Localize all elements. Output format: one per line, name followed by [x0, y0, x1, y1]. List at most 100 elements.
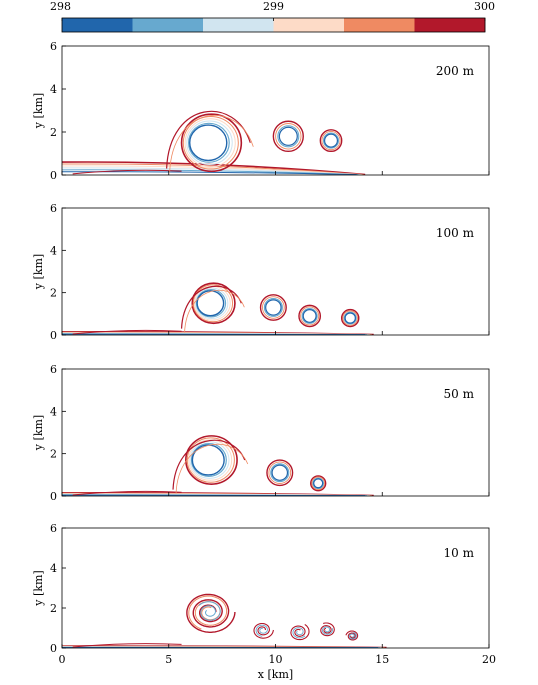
- isotherm-contour: [188, 595, 228, 630]
- isotherm-contour: [180, 113, 243, 173]
- panel-10m: 0 2 4 6 0 5 10 15 20 y [km] x [km] 10 m: [32, 522, 496, 681]
- y-axis-label: y [km]: [32, 254, 45, 290]
- isotherm-contour: [301, 307, 318, 324]
- isotherm-contour: [62, 165, 362, 175]
- x-axis-label: x [km]: [258, 668, 293, 681]
- colorbar-segment: [273, 18, 345, 32]
- isotherm-contour: [192, 284, 234, 323]
- y-tick-label: 0: [50, 490, 57, 503]
- x-tick-label: 5: [165, 653, 172, 666]
- isotherm-contour: [319, 129, 343, 153]
- contour-field: [62, 435, 374, 496]
- isotherm-contour: [72, 490, 182, 496]
- y-tick-label: 4: [50, 562, 57, 575]
- contour-field: [62, 282, 374, 335]
- isotherm-contour: [292, 627, 306, 639]
- isotherm-contour: [320, 622, 335, 637]
- isotherm-contour: [345, 630, 359, 641]
- y-tick-label: 6: [50, 522, 57, 535]
- isotherm-contour: [344, 312, 356, 324]
- isotherm-contour: [184, 118, 236, 168]
- plot-frame: [61, 45, 490, 176]
- isotherm-contour: [298, 304, 322, 328]
- isotherm-contour: [277, 125, 300, 148]
- x-tick-label: 0: [59, 653, 66, 666]
- panel-annotation: 10 m: [444, 546, 475, 560]
- isotherm-contour: [342, 310, 358, 326]
- isotherm-contour: [275, 123, 302, 150]
- y-tick-label: 2: [50, 448, 57, 461]
- isotherm-contour: [259, 294, 287, 321]
- colorbar-segment: [203, 18, 274, 32]
- colorbar-tick-label: 299: [263, 0, 284, 13]
- y-tick-label: 6: [50, 40, 57, 53]
- isotherm-contour: [198, 601, 221, 621]
- isotherm-contour: [266, 459, 294, 487]
- colorbar: 298 299 300: [50, 0, 495, 33]
- isotherm-contour: [172, 439, 246, 490]
- y-axis-label: y [km]: [32, 415, 45, 451]
- contour-field: [62, 110, 366, 175]
- colorbar-segment: [132, 18, 204, 32]
- panel-annotation: 50 m: [444, 387, 475, 401]
- panel-50m: 0 2 4 6 y [km] 50 m: [32, 363, 490, 503]
- isotherm-contour: [310, 475, 327, 492]
- y-tick-label: 2: [50, 287, 57, 300]
- isotherm-contour: [262, 296, 285, 319]
- isotherm-contour: [72, 643, 182, 648]
- isotherm-contour: [190, 443, 227, 478]
- plot-frame: [61, 368, 490, 497]
- isotherm-contour: [189, 441, 230, 479]
- isotherm-contour: [196, 290, 225, 317]
- isotherm-contour: [191, 282, 236, 325]
- isotherm-contour: [300, 306, 320, 326]
- isotherm-contour: [188, 439, 233, 481]
- isotherm-contour: [184, 289, 245, 333]
- isotherm-contour: [321, 626, 334, 635]
- y-tick-label: 6: [50, 202, 57, 215]
- y-axis-label: y [km]: [32, 93, 45, 129]
- isotherm-contour: [253, 622, 274, 639]
- y-axis-label: y [km]: [32, 570, 45, 606]
- isotherm-contour: [189, 124, 228, 162]
- isotherm-contour: [278, 126, 298, 146]
- y-tick-label: 0: [50, 642, 57, 655]
- x-tick-label: 20: [482, 653, 496, 666]
- isotherm-contour: [343, 311, 357, 325]
- isotherm-contour: [340, 308, 360, 328]
- colorbar-segment: [62, 18, 133, 32]
- isotherm-contour: [272, 120, 304, 153]
- isotherm-contour: [194, 287, 229, 320]
- isotherm-contour: [263, 298, 283, 317]
- isotherm-contour: [187, 122, 230, 163]
- y-tick-label: 4: [50, 405, 57, 418]
- isotherm-contour: [191, 444, 225, 476]
- isotherm-contour: [271, 464, 289, 481]
- isotherm-contour: [313, 478, 324, 489]
- y-tick-label: 0: [50, 329, 57, 342]
- panel-100m: 0 2 4 6 y [km] 100 m: [32, 202, 490, 342]
- isotherm-contour: [349, 631, 357, 640]
- isotherm-contour: [311, 476, 326, 491]
- isotherm-contour: [265, 299, 282, 316]
- isotherm-contour: [312, 477, 324, 490]
- colorbar-segment: [344, 18, 415, 32]
- x-tick-label: 15: [375, 653, 389, 666]
- colorbar-segment: [414, 18, 486, 32]
- y-tick-label: 2: [50, 126, 57, 139]
- isotherm-contour: [182, 115, 239, 170]
- isotherm-contour: [302, 309, 317, 323]
- panel-annotation: 100 m: [436, 226, 475, 240]
- isotherm-contour: [270, 463, 290, 483]
- isotherm-contour: [321, 131, 341, 151]
- isotherm-contour: [255, 624, 268, 637]
- isotherm-contour: [324, 133, 339, 148]
- panel-200m: 0 2 4 6 y [km] 200 m: [32, 40, 490, 182]
- isotherm-contour: [62, 163, 364, 175]
- isotherm-contour: [186, 120, 233, 165]
- isotherm-contour: [290, 623, 310, 641]
- colorbar-tick-label: 298: [50, 0, 71, 13]
- plot-frame: [61, 527, 490, 649]
- y-tick-label: 2: [50, 602, 57, 615]
